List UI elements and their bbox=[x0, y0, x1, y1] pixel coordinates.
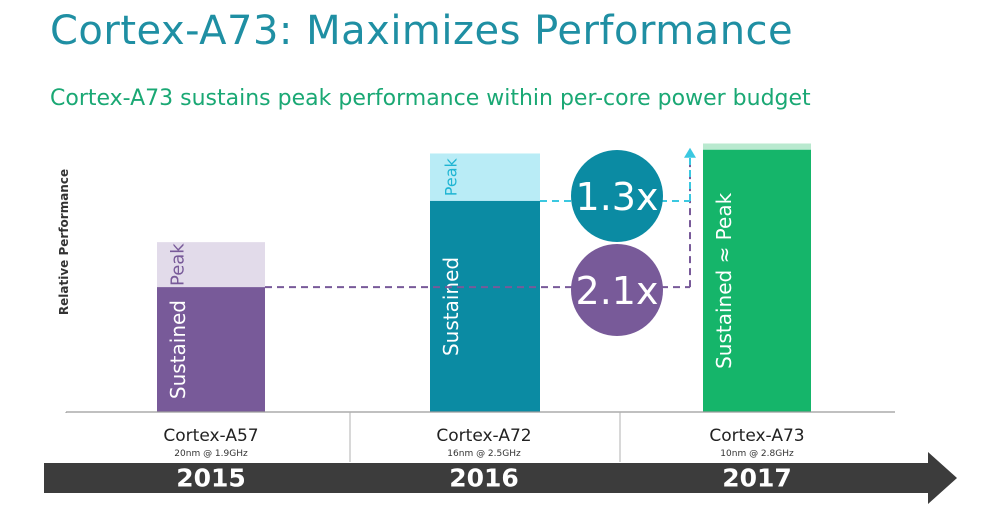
category-sublabel-1: 20nm @ 1.9GHz bbox=[174, 449, 248, 459]
bar-label-a57-sustained: Sustained bbox=[166, 300, 190, 399]
bubble-2-1x-label: 2.1x bbox=[576, 269, 659, 313]
timeline-arrow bbox=[44, 452, 957, 504]
page-subtitle: Cortex-A73 sustains peak performance wit… bbox=[50, 86, 811, 111]
bubble-1-3x-label: 1.3x bbox=[576, 175, 659, 219]
category-sublabel-2: 16nm @ 2.5GHz bbox=[447, 449, 521, 459]
bar-label-a72-sustained: Sustained bbox=[439, 257, 463, 356]
bar-label-a72-peak: Peak bbox=[442, 157, 461, 196]
bar-peak-2 bbox=[430, 153, 540, 201]
year-label-2: 2016 bbox=[449, 464, 519, 493]
y-axis-label: Relative Performance bbox=[57, 169, 71, 315]
bar-sustained-1 bbox=[157, 287, 265, 412]
bar-label-a57-peak: Peak bbox=[168, 243, 189, 286]
category-sublabel-3: 10nm @ 2.8GHz bbox=[720, 449, 794, 459]
bar-sustained-2 bbox=[430, 200, 540, 412]
arrow-head-icon bbox=[684, 147, 696, 158]
bar-label-a73-sustained: Sustained ≈ Peak bbox=[712, 192, 736, 369]
bubble-1-3x bbox=[571, 150, 663, 242]
bar-sustained-3 bbox=[703, 149, 811, 412]
year-label-3: 2017 bbox=[722, 464, 792, 493]
year-label-1: 2015 bbox=[176, 464, 246, 493]
category-label-2: Cortex-A72 bbox=[436, 426, 531, 446]
category-label-1: Cortex-A57 bbox=[163, 426, 258, 446]
category-label-3: Cortex-A73 bbox=[709, 426, 804, 446]
bar-peak-3 bbox=[703, 143, 811, 150]
bubble-2-1x bbox=[571, 244, 663, 336]
page-title: Cortex-A73: Maximizes Performance bbox=[50, 8, 794, 54]
bar-peak-1 bbox=[157, 242, 265, 288]
